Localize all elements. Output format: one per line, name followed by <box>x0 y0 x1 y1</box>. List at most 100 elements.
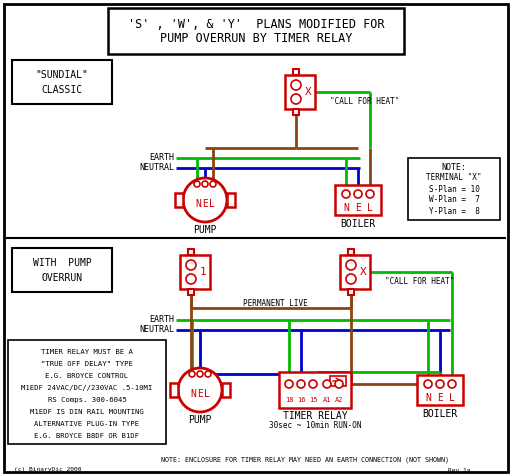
Circle shape <box>197 371 203 377</box>
Circle shape <box>285 380 293 388</box>
FancyBboxPatch shape <box>12 248 112 292</box>
Text: TERMINAL "X": TERMINAL "X" <box>426 173 482 182</box>
Text: PERMANENT LIVE: PERMANENT LIVE <box>243 298 307 307</box>
Text: "CALL FOR HEAT": "CALL FOR HEAT" <box>385 278 454 287</box>
FancyBboxPatch shape <box>293 69 299 75</box>
FancyBboxPatch shape <box>417 375 463 405</box>
Text: E: E <box>437 393 443 403</box>
FancyBboxPatch shape <box>8 340 166 444</box>
Text: Y-Plan =  8: Y-Plan = 8 <box>429 207 479 216</box>
FancyBboxPatch shape <box>348 289 354 295</box>
Text: A2: A2 <box>335 397 343 403</box>
Circle shape <box>178 368 222 412</box>
Text: M1EDF IS DIN RAIL MOUNTING: M1EDF IS DIN RAIL MOUNTING <box>30 409 144 415</box>
FancyBboxPatch shape <box>188 289 194 295</box>
Circle shape <box>342 190 350 198</box>
FancyBboxPatch shape <box>340 255 370 289</box>
Circle shape <box>186 260 196 270</box>
Circle shape <box>297 380 305 388</box>
Text: PUMP OVERRUN BY TIMER RELAY: PUMP OVERRUN BY TIMER RELAY <box>160 31 352 44</box>
Text: N: N <box>190 389 196 399</box>
Text: E.G. BROYCE B8DF OR B1DF: E.G. BROYCE B8DF OR B1DF <box>34 433 139 439</box>
Text: "TRUE OFF DELAY" TYPE: "TRUE OFF DELAY" TYPE <box>41 361 133 367</box>
Text: OVERRUN: OVERRUN <box>41 273 82 283</box>
Circle shape <box>323 380 331 388</box>
Text: RS Comps. 300-6045: RS Comps. 300-6045 <box>48 397 126 403</box>
FancyBboxPatch shape <box>330 376 346 386</box>
Text: E: E <box>355 203 361 213</box>
FancyBboxPatch shape <box>348 249 354 255</box>
FancyBboxPatch shape <box>108 8 404 54</box>
Text: 18: 18 <box>285 397 293 403</box>
Text: 'S' , 'W', & 'Y'  PLANS MODIFIED FOR: 'S' , 'W', & 'Y' PLANS MODIFIED FOR <box>128 18 384 30</box>
Text: L: L <box>209 199 215 209</box>
Text: "SUNDIAL": "SUNDIAL" <box>35 70 89 80</box>
Circle shape <box>186 274 196 284</box>
Text: EARTH: EARTH <box>149 316 174 325</box>
Text: N: N <box>343 203 349 213</box>
FancyBboxPatch shape <box>188 249 194 255</box>
FancyBboxPatch shape <box>285 75 315 109</box>
Text: NOTE: ENCLOSURE FOR TIMER RELAY MAY NEED AN EARTH CONNECTION (NOT SHOWN): NOTE: ENCLOSURE FOR TIMER RELAY MAY NEED… <box>161 457 449 463</box>
Circle shape <box>335 380 343 388</box>
Circle shape <box>354 190 362 198</box>
Text: W-Plan =  7: W-Plan = 7 <box>429 196 479 205</box>
Circle shape <box>183 178 227 222</box>
Text: NEUTRAL: NEUTRAL <box>139 163 174 172</box>
FancyBboxPatch shape <box>227 193 235 207</box>
FancyBboxPatch shape <box>335 185 381 215</box>
Circle shape <box>291 94 301 104</box>
Text: Rev 1a: Rev 1a <box>447 467 470 473</box>
Circle shape <box>448 380 456 388</box>
FancyBboxPatch shape <box>12 60 112 104</box>
Text: 1: 1 <box>200 267 206 277</box>
FancyBboxPatch shape <box>175 193 183 207</box>
Circle shape <box>210 181 216 187</box>
Text: X: X <box>305 87 311 97</box>
Text: M1EDF 24VAC/DC//230VAC .5-10MI: M1EDF 24VAC/DC//230VAC .5-10MI <box>22 385 153 391</box>
Text: X: X <box>359 267 367 277</box>
Text: "CALL FOR HEAT": "CALL FOR HEAT" <box>330 98 399 107</box>
Text: L: L <box>204 389 210 399</box>
Circle shape <box>436 380 444 388</box>
Circle shape <box>309 380 317 388</box>
Text: EARTH: EARTH <box>149 153 174 162</box>
Circle shape <box>346 274 356 284</box>
Text: CLASSIC: CLASSIC <box>41 85 82 95</box>
Text: (c) BinaryDic 2000: (c) BinaryDic 2000 <box>14 467 81 473</box>
Text: NOTE:: NOTE: <box>441 163 466 172</box>
Text: S-Plan = 10: S-Plan = 10 <box>429 185 479 194</box>
Text: 30sec ~ 10min RUN-ON: 30sec ~ 10min RUN-ON <box>269 422 361 430</box>
Text: NEUTRAL: NEUTRAL <box>139 326 174 335</box>
Text: A1: A1 <box>323 397 331 403</box>
Circle shape <box>424 380 432 388</box>
Text: E: E <box>202 199 208 209</box>
Text: PUMP: PUMP <box>193 225 217 235</box>
Circle shape <box>366 190 374 198</box>
FancyBboxPatch shape <box>222 383 230 397</box>
Text: BOILER: BOILER <box>422 409 458 419</box>
Text: E: E <box>197 389 203 399</box>
Text: ALTERNATIVE PLUG-IN TYPE: ALTERNATIVE PLUG-IN TYPE <box>34 421 139 427</box>
FancyBboxPatch shape <box>4 4 508 472</box>
Text: TIMER RELAY MUST BE A: TIMER RELAY MUST BE A <box>41 349 133 355</box>
Text: 16: 16 <box>297 397 305 403</box>
Circle shape <box>291 80 301 90</box>
Text: BOILER: BOILER <box>340 219 376 229</box>
Circle shape <box>202 181 208 187</box>
Circle shape <box>189 371 195 377</box>
Text: TIMER RELAY: TIMER RELAY <box>283 411 347 421</box>
Text: N: N <box>195 199 201 209</box>
Circle shape <box>205 371 211 377</box>
Text: 15: 15 <box>309 397 317 403</box>
Text: E.G. BROYCE CONTROL: E.G. BROYCE CONTROL <box>46 373 129 379</box>
Circle shape <box>194 181 200 187</box>
FancyBboxPatch shape <box>293 109 299 115</box>
Text: L: L <box>367 203 373 213</box>
FancyBboxPatch shape <box>408 158 500 220</box>
Circle shape <box>346 260 356 270</box>
Text: WITH  PUMP: WITH PUMP <box>33 258 91 268</box>
FancyBboxPatch shape <box>170 383 178 397</box>
Text: N: N <box>425 393 431 403</box>
Text: L: L <box>449 393 455 403</box>
